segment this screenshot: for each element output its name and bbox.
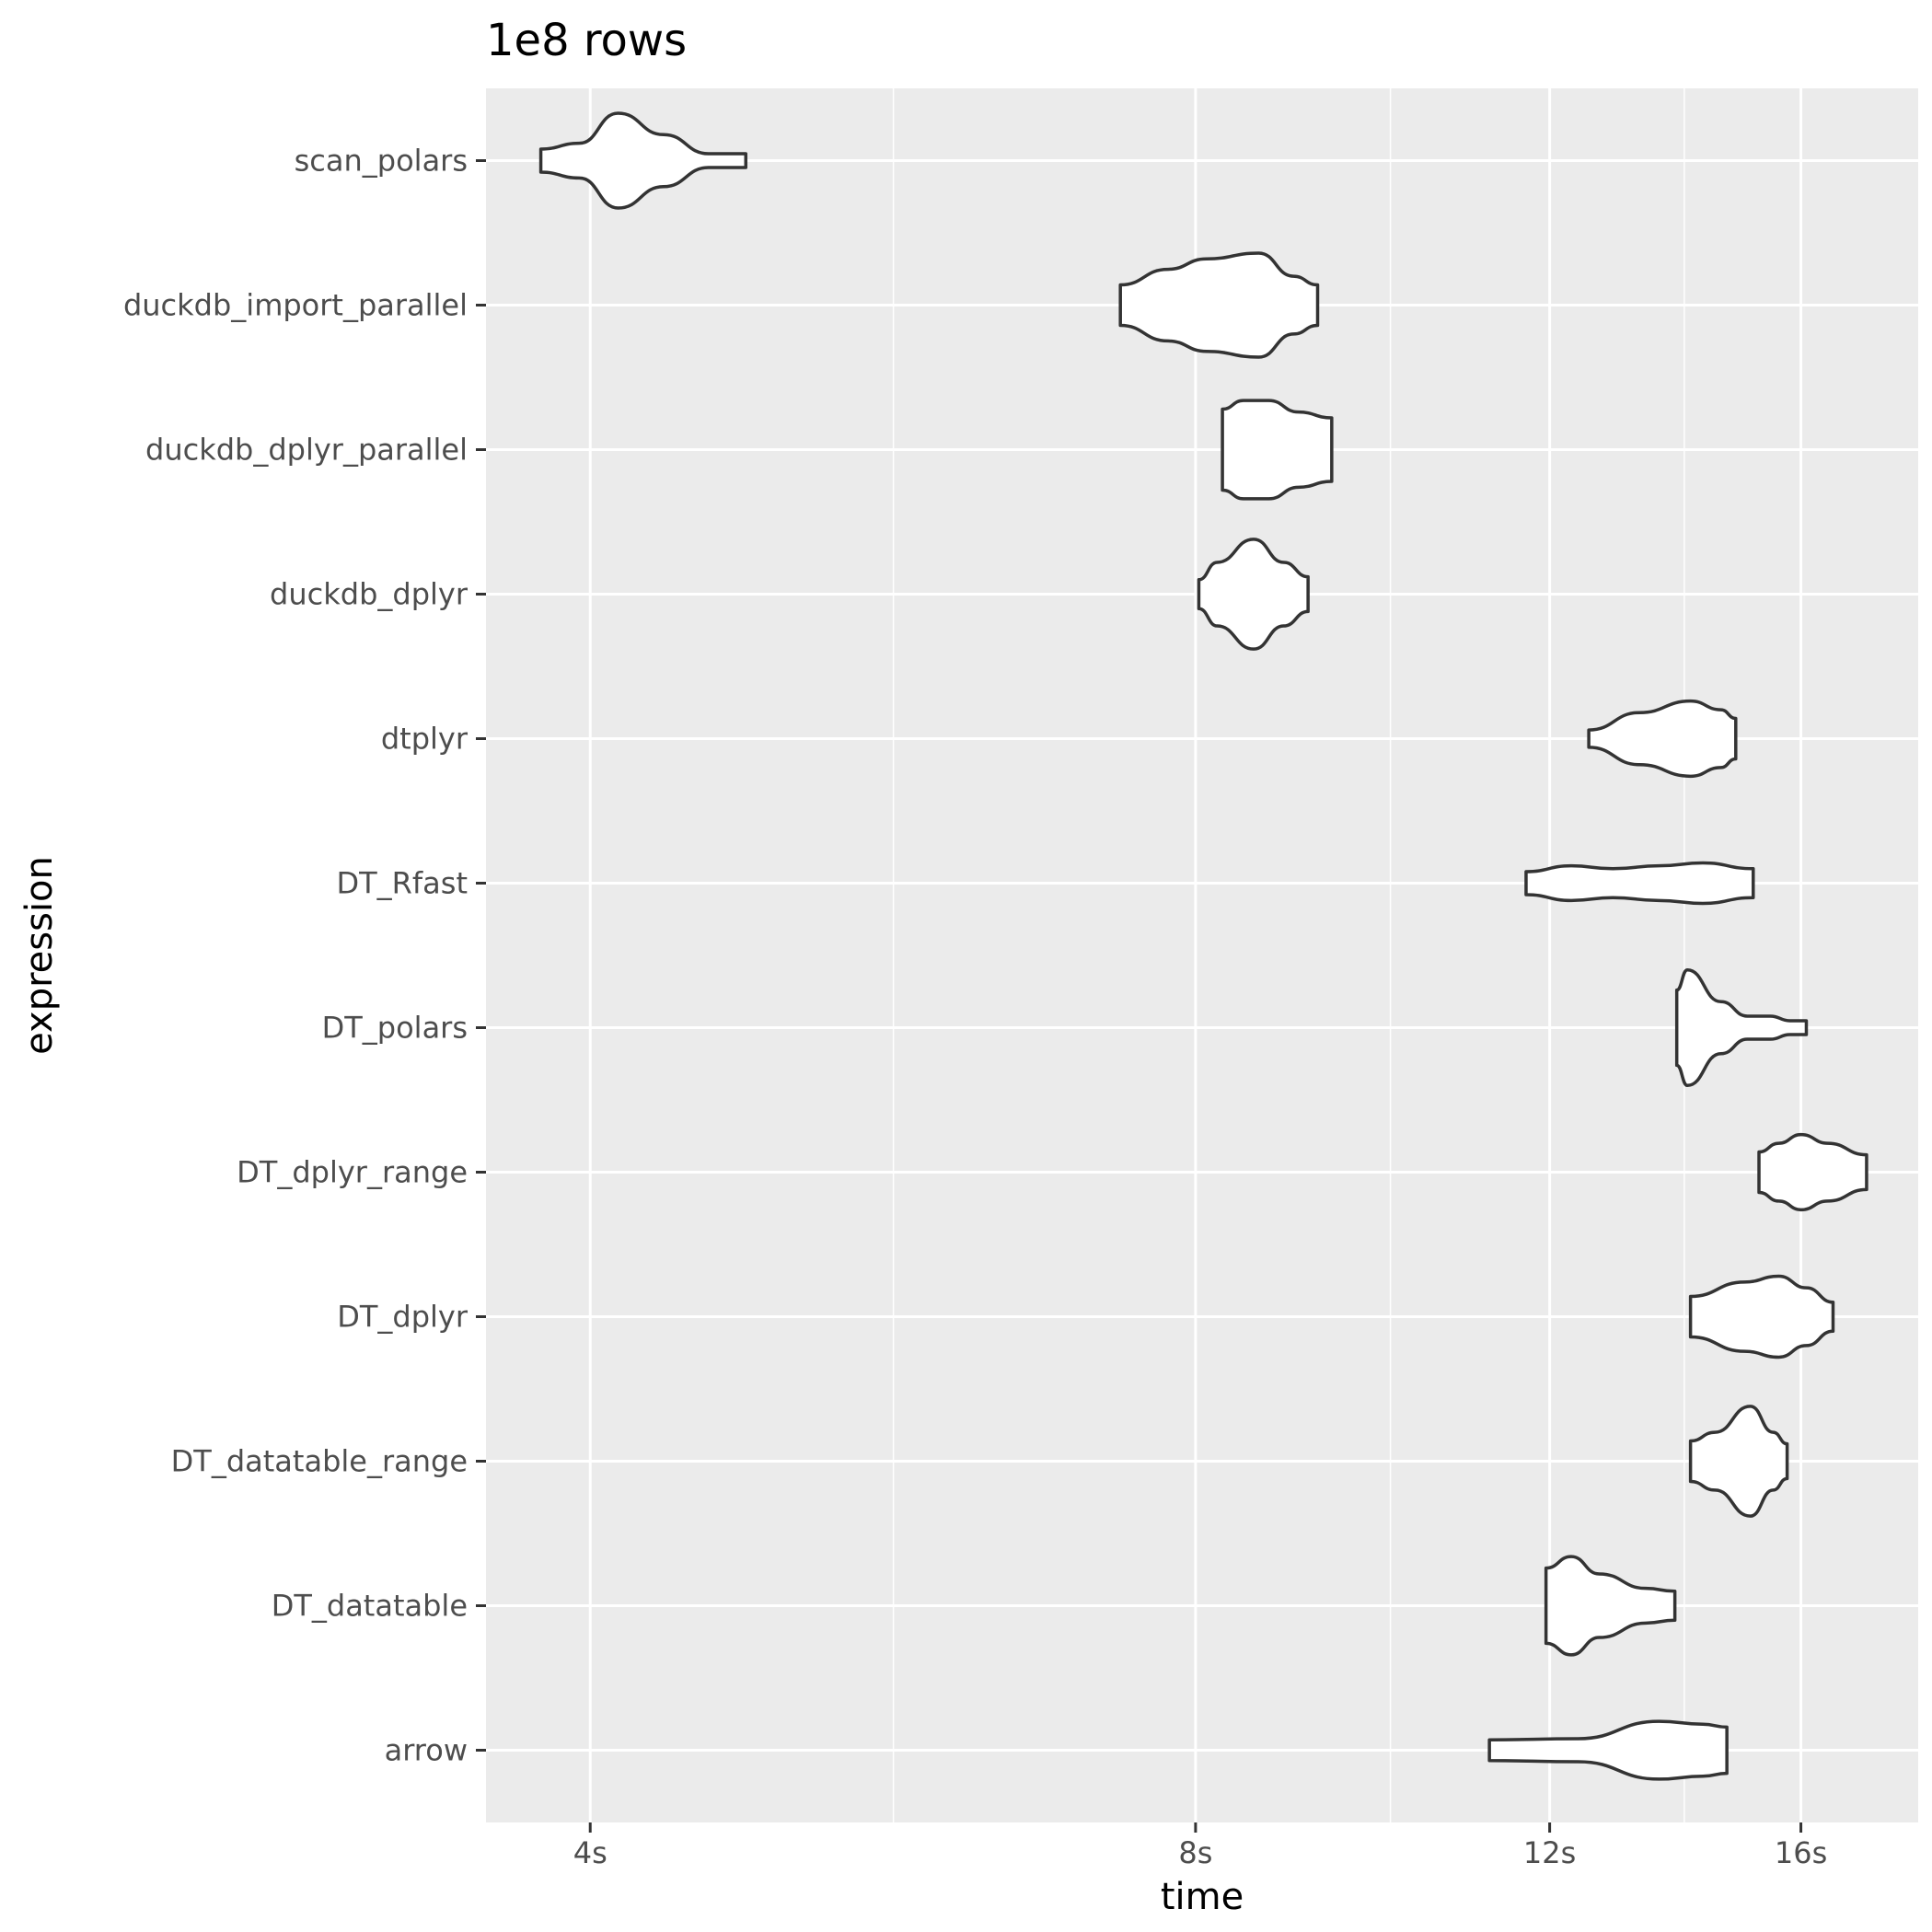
x-tick-label-4s: 4s — [573, 1835, 607, 1870]
violin-duckdb-dplyr — [1197, 538, 1310, 651]
x-tick-label-8s: 8s — [1178, 1835, 1212, 1870]
y-tick-label-dt-polars: DT_polars — [322, 1011, 468, 1046]
violin-duckdb-dplyr-parallel — [1221, 399, 1334, 501]
violin-dt-rfast — [1524, 861, 1755, 906]
y-tick-label-arrow: arrow — [385, 1733, 468, 1768]
y-axis: scan_polars duckdb_import_parallel duckdb_… — [123, 144, 486, 1768]
x-tick-label-12s: 12s — [1523, 1835, 1576, 1870]
violin-dtplyr — [1587, 699, 1738, 779]
violin-dt-polars — [1674, 967, 1809, 1088]
violin-arrow — [1487, 1719, 1729, 1781]
y-tick-label-duckdb-import-parallel: duckdb_import_parallel — [123, 288, 468, 323]
minor-gridlines — [892, 88, 1685, 1822]
x-axis: 4s 8s 12s 16s — [573, 1822, 1827, 1870]
violin-dt-datatable — [1544, 1555, 1677, 1657]
x-axis-title: time — [1161, 1876, 1244, 1918]
plot-panel — [486, 88, 1918, 1822]
y-tick-label-dt-datatable-range: DT_datatable_range — [171, 1444, 468, 1479]
y-tick-label-duckdb-dplyr-parallel: duckdb_dplyr_parallel — [145, 433, 468, 468]
violin-scan-polars — [538, 111, 748, 210]
y-tick-label-dt-rfast: DT_Rfast — [336, 866, 468, 901]
y-tick-label-scan-polars: scan_polars — [295, 144, 468, 179]
violin-dt-datatable-range — [1688, 1405, 1789, 1518]
y-tick-label-dt-dplyr-range: DT_dplyr_range — [237, 1155, 468, 1190]
violin-dt-dplyr-range — [1757, 1132, 1868, 1212]
y-axis-title: expression — [18, 856, 61, 1055]
y-tick-label-dtplyr: dtplyr — [381, 722, 469, 757]
violin-dt-dplyr — [1688, 1274, 1835, 1359]
chart-title: 1e8 rows — [486, 15, 687, 66]
y-tick-label-dt-datatable: DT_datatable — [272, 1589, 468, 1624]
y-tick-label-dt-dplyr: DT_dplyr — [337, 1300, 469, 1335]
violin-shapes — [538, 111, 1868, 1781]
violin-duckdb-import-parallel — [1118, 251, 1320, 359]
y-tick-label-duckdb-dplyr: duckdb_dplyr — [270, 577, 469, 612]
x-tick-label-16s: 16s — [1775, 1835, 1827, 1870]
